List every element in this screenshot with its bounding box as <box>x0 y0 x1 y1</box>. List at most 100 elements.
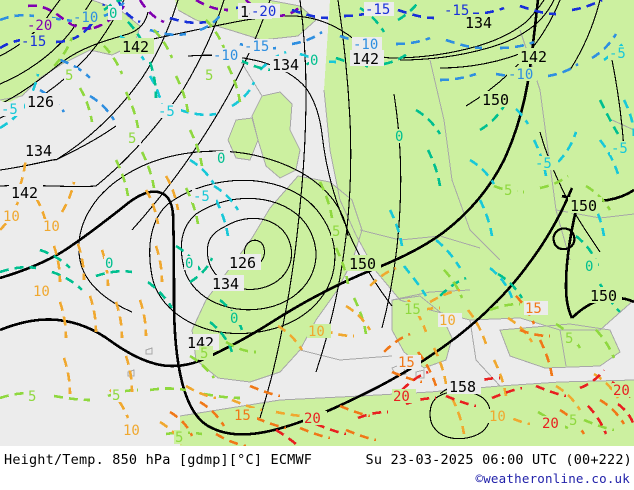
svg-text:-15: -15 <box>444 3 469 19</box>
svg-text:-5: -5 <box>193 189 210 205</box>
svg-text:0: 0 <box>230 311 238 327</box>
svg-text:150: 150 <box>349 255 376 273</box>
temp-label: 5 <box>331 224 345 240</box>
temp-label: 5 <box>64 68 78 84</box>
svg-text:-10: -10 <box>353 37 378 53</box>
svg-text:-5: -5 <box>609 46 626 62</box>
svg-text:142: 142 <box>11 184 38 202</box>
temp-label: 5 <box>204 68 218 84</box>
weather-map-canvas[interactable]: 126 134 142 142 142 142 134 134 142 150 … <box>0 0 634 446</box>
temp-label: 5 <box>27 389 41 405</box>
svg-text:158: 158 <box>449 378 476 396</box>
temp-label: 15 <box>524 301 548 317</box>
height-label-layer: 126 134 142 142 142 142 134 134 142 150 … <box>9 3 622 396</box>
svg-text:150: 150 <box>590 287 617 305</box>
height-label: 142 <box>518 48 552 66</box>
svg-text:5: 5 <box>205 68 213 84</box>
svg-text:15: 15 <box>398 355 415 371</box>
temp-label: 0 <box>104 256 118 272</box>
svg-text:-20: -20 <box>27 18 52 34</box>
svg-text:5: 5 <box>65 68 73 84</box>
temp-label: 10 <box>2 209 26 225</box>
height-label: 150 <box>568 197 602 215</box>
svg-text:10: 10 <box>3 209 20 225</box>
svg-text:15: 15 <box>525 301 542 317</box>
temp-label: 5 <box>199 346 213 362</box>
height-label: 134 <box>463 14 497 32</box>
svg-text:20: 20 <box>393 389 410 405</box>
svg-text:142: 142 <box>520 48 547 66</box>
svg-text:0: 0 <box>217 151 225 167</box>
svg-text:5: 5 <box>200 346 208 362</box>
svg-text:0: 0 <box>395 129 403 145</box>
temp-label: 0 <box>229 311 243 327</box>
height-label: 150 <box>347 255 381 273</box>
svg-text:20: 20 <box>613 383 630 399</box>
svg-text:10: 10 <box>489 409 506 425</box>
svg-text:126: 126 <box>229 254 256 272</box>
svg-text:-5: -5 <box>1 102 18 118</box>
temp-label: 10 <box>122 423 146 439</box>
temp-label: 0 <box>184 256 198 272</box>
height-label: 134 <box>270 56 304 74</box>
svg-text:10: 10 <box>439 313 456 329</box>
svg-text:20: 20 <box>542 416 559 432</box>
temp-label: -20 <box>26 18 56 34</box>
temp-label: 10 <box>32 284 56 300</box>
temp-label: 0 <box>216 151 230 167</box>
temp-label: 20 <box>303 411 327 427</box>
temp-label: 0 <box>108 6 122 22</box>
temp-label: 5 <box>568 413 582 429</box>
temp-label: 20 <box>612 383 634 399</box>
svg-text:150: 150 <box>482 91 509 109</box>
svg-text:134: 134 <box>212 275 239 293</box>
svg-text:5: 5 <box>569 413 577 429</box>
svg-text:134: 134 <box>465 14 492 32</box>
temp-label: -15 <box>243 39 273 55</box>
temp-label: -5 <box>608 46 632 62</box>
temp-label: -5 <box>534 156 558 172</box>
temp-label: -5 <box>0 102 24 118</box>
temp-label: 10 <box>488 409 512 425</box>
svg-text:15: 15 <box>234 408 251 424</box>
svg-text:0: 0 <box>105 256 113 272</box>
svg-text:5: 5 <box>175 430 183 446</box>
svg-text:-15: -15 <box>244 39 269 55</box>
svg-text:150: 150 <box>570 197 597 215</box>
svg-text:5: 5 <box>128 131 136 147</box>
svg-text:-10: -10 <box>508 67 533 83</box>
svg-text:5: 5 <box>332 224 340 240</box>
temp-label: 15 <box>233 408 257 424</box>
temp-label: -5 <box>610 141 634 157</box>
temp-label: -10 <box>72 10 102 26</box>
temp-label: 5 <box>503 183 517 199</box>
temp-label: -5 <box>157 104 181 120</box>
temp-label: -15 <box>443 3 473 19</box>
temp-label: -10 <box>507 67 537 83</box>
svg-text:-20: -20 <box>251 4 276 20</box>
svg-text:10: 10 <box>43 219 60 235</box>
temp-label: 15 <box>397 355 421 371</box>
temp-label: 0 <box>584 259 598 275</box>
temp-label: 5 <box>111 388 125 404</box>
height-label: 126 <box>227 254 261 272</box>
svg-text:134: 134 <box>272 56 299 74</box>
svg-text:15: 15 <box>404 302 421 318</box>
temp-label: 20 <box>541 416 565 432</box>
svg-text:142: 142 <box>352 50 379 68</box>
isotherm-15 <box>169 295 626 446</box>
svg-text:-15: -15 <box>365 2 390 18</box>
height-label: 158 <box>447 378 481 396</box>
height-label: 134 <box>23 142 57 160</box>
height-label: 126 <box>25 93 59 111</box>
footer-field-label: Height/Temp. 850 hPa [gdmp][°C] ECMWF <box>4 452 313 468</box>
temp-label: 0 <box>394 129 408 145</box>
temp-label: 5 <box>127 131 141 147</box>
temp-label-layer: -20 -20 -15 -15 -15 -10 -10 -10 -10 -15 … <box>0 2 634 446</box>
temp-label: 10 <box>42 219 66 235</box>
temp-label: -5 <box>192 189 216 205</box>
temp-label: 20 <box>392 389 416 405</box>
footer-credit-link[interactable]: ©weatheronline.co.uk <box>475 471 630 486</box>
svg-text:126: 126 <box>27 93 54 111</box>
